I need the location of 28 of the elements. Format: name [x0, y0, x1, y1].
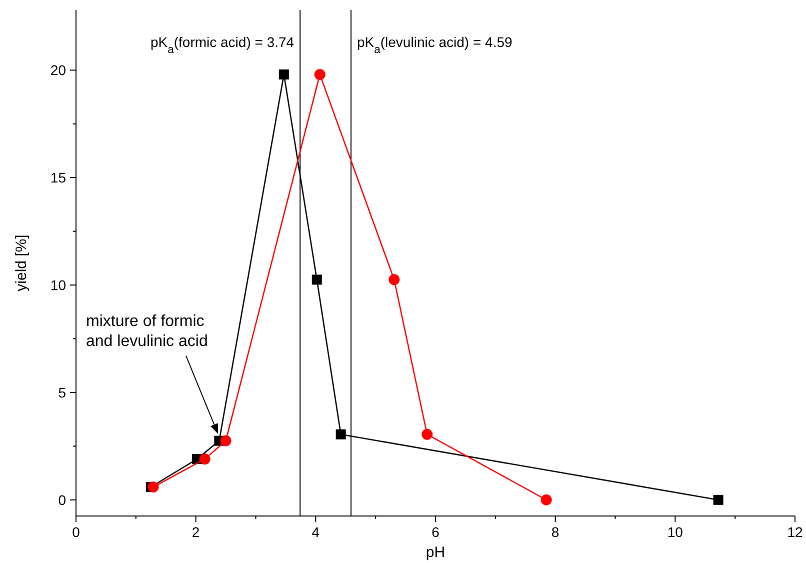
y-axis-title: yield [%]: [13, 234, 30, 292]
point: [540, 494, 552, 506]
x-tick-label: 2: [192, 524, 200, 540]
x-tick-label: 10: [667, 524, 684, 540]
point: [148, 481, 159, 492]
point: [314, 68, 326, 80]
annotation: mixture of formic and levulinic acid: [86, 312, 208, 350]
y-tick-label: 5: [58, 384, 66, 400]
point: [336, 429, 346, 440]
x-tick-label: 12: [787, 524, 803, 540]
x-tick-label: 4: [312, 524, 320, 540]
x-tick-label: 8: [551, 524, 560, 540]
y-tick-label: 20: [50, 62, 66, 78]
point: [713, 494, 724, 505]
point: [220, 435, 232, 446]
ref-line-label: pK$_{a}$(formic acid) = 3.74: [150, 34, 294, 56]
point: [388, 274, 400, 286]
x-axis-title: pH: [426, 544, 446, 561]
x-tick-label: 6: [432, 524, 440, 540]
y-tick-label: 15: [50, 170, 66, 186]
ref-line-label: pK$_{a}$(levulinic acid) = 4.59: [357, 34, 512, 56]
y-tick-label: 10: [50, 277, 66, 294]
y-tick-label: 0: [58, 492, 66, 508]
x-tick-label: 0: [72, 524, 80, 540]
point: [312, 274, 322, 285]
point: [278, 69, 289, 80]
point: [422, 428, 433, 440]
point: [199, 454, 210, 465]
